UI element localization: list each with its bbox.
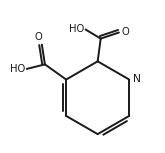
Text: HO: HO — [69, 24, 84, 34]
Text: HO: HO — [10, 64, 25, 74]
Text: O: O — [35, 32, 43, 42]
Text: O: O — [121, 27, 129, 37]
Text: N: N — [133, 74, 141, 84]
